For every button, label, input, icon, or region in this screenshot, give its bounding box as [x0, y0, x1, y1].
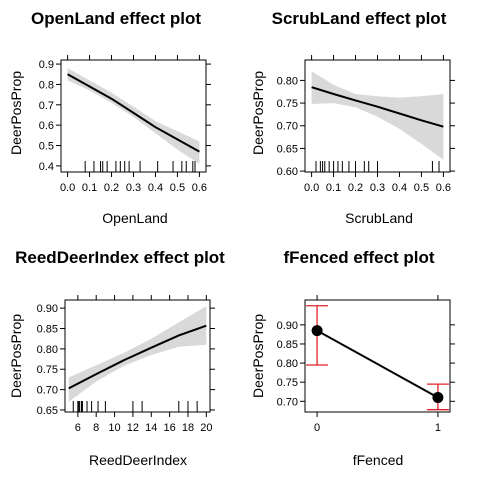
x-tick-label-openland-1: 0.1	[82, 182, 97, 194]
x-tick-label-reeddeerindex-6: 18	[182, 422, 194, 434]
title-ffenced: fFenced effect plot	[283, 248, 434, 267]
xlabel-reeddeerindex: ReedDeerIndex	[89, 452, 187, 468]
y-tick-label-scrubland-2: 0.70	[277, 121, 298, 133]
x-tick-label-scrubland-6: 0.6	[436, 182, 451, 194]
x-tick-label-ffenced-0: 0	[314, 422, 320, 434]
x-tick-label-reeddeerindex-0: 6	[75, 422, 81, 434]
x-tick-label-reeddeerindex-4: 14	[145, 422, 157, 434]
x-tick-label-scrubland-0: 0.0	[304, 182, 319, 194]
y-tick-label-ffenced-1: 0.75	[277, 377, 298, 389]
x-tick-label-reeddeerindex-3: 12	[127, 422, 139, 434]
title-openland: OpenLand effect plot	[31, 9, 201, 28]
x-tick-label-ffenced-1: 1	[435, 422, 441, 434]
xlabel-scrubland: ScrubLand	[345, 210, 413, 226]
panel-reeddeerindex: ReedDeerIndex effect plot ReedDeerIndex …	[8, 248, 225, 468]
x-tick-label-scrubland-5: 0.5	[414, 182, 429, 194]
y-tick-label-scrubland-3: 0.75	[277, 98, 298, 110]
plot-frame-reeddeerindex	[64, 299, 211, 413]
ylabel-ffenced: DeerPosProp	[250, 314, 266, 398]
x-tick-label-reeddeerindex-7: 20	[200, 422, 212, 434]
y-tick-label-reeddeerindex-0: 0.65	[37, 405, 58, 417]
y-tick-label-reeddeerindex-5: 0.90	[37, 303, 58, 315]
x-tick-label-scrubland-2: 0.2	[348, 182, 363, 194]
xlabel-ffenced: fFenced	[353, 452, 404, 468]
y-tick-label-reeddeerindex-1: 0.70	[37, 385, 58, 397]
y-tick-label-ffenced-2: 0.80	[277, 358, 298, 370]
x-tick-label-reeddeerindex-2: 10	[108, 422, 120, 434]
x-tick-label-openland-4: 0.4	[148, 182, 163, 194]
panel-openland: OpenLand effect plot OpenLand DeerPosPro…	[8, 9, 211, 226]
y-tick-label-openland-0: 0.4	[39, 161, 54, 173]
x-tick-label-reeddeerindex-1: 8	[93, 422, 99, 434]
y-tick-label-scrubland-1: 0.65	[277, 143, 298, 155]
y-tick-label-reeddeerindex-3: 0.80	[37, 344, 58, 356]
panel-ffenced: fFenced effect plot fFenced DeerPosProp …	[250, 248, 455, 468]
x-tick-label-scrubland-3: 0.3	[370, 182, 385, 194]
title-scrubland: ScrubLand effect plot	[272, 9, 447, 28]
fit-line-scrubland	[311, 86, 444, 128]
ylabel-reeddeerindex: DeerPosProp	[8, 314, 24, 398]
panel-scrubland: ScrubLand effect plot ScrubLand DeerPosP…	[250, 9, 455, 226]
plot-frame-ffenced	[304, 299, 451, 413]
x-tick-label-openland-0: 0.0	[60, 182, 75, 194]
y-tick-label-ffenced-4: 0.90	[277, 320, 298, 332]
x-tick-label-openland-5: 0.5	[170, 182, 185, 194]
x-tick-label-openland-2: 0.2	[104, 182, 119, 194]
y-tick-label-openland-5: 0.9	[39, 59, 54, 71]
x-tick-label-openland-6: 0.6	[192, 182, 207, 194]
y-tick-label-openland-4: 0.8	[39, 79, 54, 91]
x-tick-label-scrubland-1: 0.1	[326, 182, 341, 194]
x-tick-label-openland-3: 0.3	[126, 182, 141, 194]
fit-line-openland	[67, 73, 200, 153]
point-ffenced-1	[432, 391, 444, 403]
confidence-band-openland	[67, 68, 200, 164]
title-reeddeerindex: ReedDeerIndex effect plot	[15, 248, 225, 267]
confidence-band-scrubland	[311, 71, 444, 160]
ylabel-scrubland: DeerPosProp	[250, 71, 266, 155]
y-tick-label-openland-2: 0.6	[39, 120, 54, 132]
ylabel-openland: DeerPosProp	[8, 71, 24, 155]
y-tick-label-ffenced-3: 0.85	[277, 339, 298, 351]
point-ffenced-0	[311, 325, 323, 337]
xlabel-openland: OpenLand	[102, 210, 167, 226]
fit-line-ffenced	[316, 329, 439, 399]
y-tick-label-ffenced-0: 0.70	[277, 396, 298, 408]
y-tick-label-reeddeerindex-2: 0.75	[37, 364, 58, 376]
y-tick-label-reeddeerindex-4: 0.85	[37, 324, 58, 336]
x-tick-label-reeddeerindex-5: 16	[163, 422, 175, 434]
y-tick-label-openland-1: 0.5	[39, 141, 54, 153]
y-tick-label-scrubland-4: 0.80	[277, 75, 298, 87]
fit-line-reeddeerindex	[68, 324, 207, 390]
y-tick-label-openland-3: 0.7	[39, 100, 54, 112]
x-tick-label-scrubland-4: 0.4	[392, 182, 407, 194]
y-tick-label-scrubland-0: 0.60	[277, 166, 298, 178]
